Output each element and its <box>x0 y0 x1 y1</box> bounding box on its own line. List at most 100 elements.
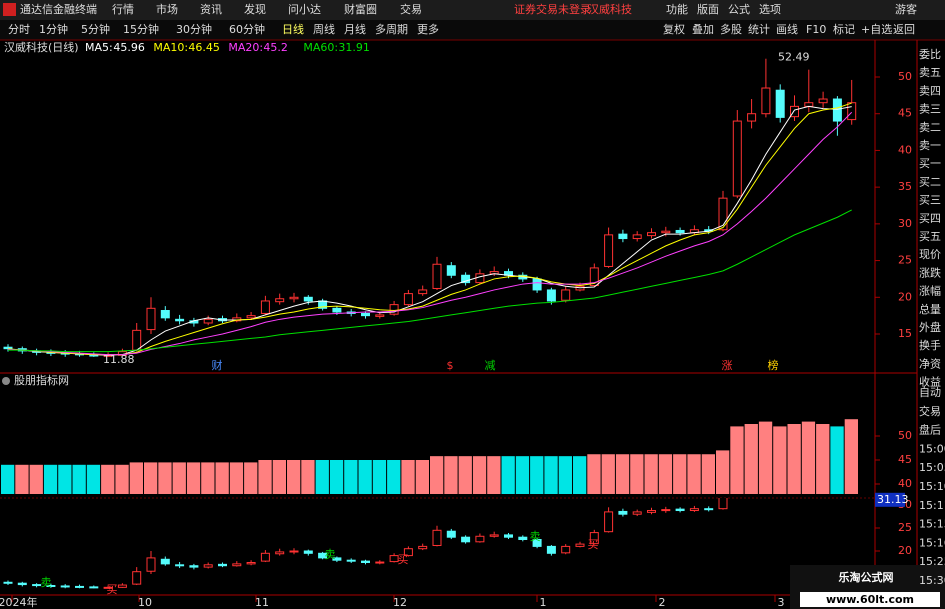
candle-body <box>46 585 56 587</box>
menu-item[interactable]: 问小达 <box>288 3 321 16</box>
menu-item[interactable]: 资讯 <box>200 3 222 16</box>
candle-body <box>17 582 27 586</box>
event-marker: 财 <box>212 358 223 372</box>
current-badge <box>875 492 905 507</box>
period-tab[interactable]: 多周期 <box>375 22 408 36</box>
candle-body <box>532 278 542 291</box>
period-tab[interactable]: 更多 <box>417 22 439 36</box>
candle-body <box>89 586 99 589</box>
indicator-bar <box>115 464 129 494</box>
menu-item[interactable]: 版面 <box>697 2 719 16</box>
period-tab[interactable]: 15分钟 <box>123 22 159 36</box>
indicator-bar <box>129 462 143 494</box>
tool-button[interactable]: 多股 <box>720 22 742 36</box>
legend-value: 45.96 <box>113 41 144 54</box>
y-tick-label: 50 <box>898 70 912 83</box>
legend-value: 31.91 <box>338 41 370 54</box>
watermark-strip <box>800 592 940 607</box>
y-tick-label: 30 <box>898 217 912 230</box>
candle-body <box>175 564 185 567</box>
toolbar <box>0 20 945 40</box>
period-tab[interactable]: 周线 <box>313 22 335 36</box>
legend-value: 46.45 <box>188 41 220 54</box>
candle-body <box>489 534 499 537</box>
quote-label: 收益 <box>919 375 941 389</box>
indicator-bar <box>287 460 301 494</box>
menu-item[interactable]: 功能 <box>666 2 688 16</box>
indicator-icon <box>2 377 10 385</box>
period-tab[interactable]: 日线 <box>282 22 304 36</box>
indicator-bar <box>630 454 644 494</box>
ma-line <box>7 105 852 356</box>
indicator-bar <box>329 460 344 494</box>
menu-item[interactable]: 公式 <box>728 3 750 16</box>
ma-line <box>8 209 852 353</box>
tool-button[interactable]: 画线 <box>776 22 798 36</box>
user[interactable]: 游客 <box>895 2 917 16</box>
indicator-bar <box>387 460 401 494</box>
indicator-bar <box>15 464 29 494</box>
tool-button[interactable]: 标记 <box>833 22 855 36</box>
menu-item[interactable]: 市场 <box>156 2 178 16</box>
menu-item[interactable]: 发现 <box>244 2 266 16</box>
tool-button[interactable]: 复权 <box>663 22 685 36</box>
signal: 买 <box>107 583 118 596</box>
quote-label: 卖二 <box>919 121 941 134</box>
indicator-bar <box>644 454 658 494</box>
period-tab[interactable]: 月线 <box>344 22 366 36</box>
candle-body <box>675 229 685 234</box>
period-tab[interactable]: 5分钟 <box>81 22 110 36</box>
indicator-bar <box>1 464 15 494</box>
period-tab[interactable]: 1分钟 <box>39 22 68 36</box>
app-name: 通达信金融终端 <box>20 2 97 16</box>
y-tick-label: 35 <box>898 180 912 193</box>
x-tick-label: 12 <box>393 596 407 609</box>
title-bar <box>0 0 945 20</box>
candle-body <box>747 113 757 122</box>
candle-body <box>446 265 456 276</box>
legend-label: MA10: <box>153 41 188 54</box>
candle-body <box>647 510 656 513</box>
menu-item[interactable]: 选项 <box>759 3 781 16</box>
tool-button[interactable]: 返回 <box>893 23 915 36</box>
candle-body <box>832 98 842 122</box>
candle-body <box>389 304 399 315</box>
indicator-bar <box>301 460 315 494</box>
indicator-bar <box>558 456 572 494</box>
tool-button[interactable]: 叠加 <box>692 23 714 36</box>
status: 证券交易未登录 <box>514 2 591 16</box>
candle-body <box>332 557 342 561</box>
indicator-bar <box>544 456 558 494</box>
tool-button[interactable]: +自选 <box>861 23 892 36</box>
chart-title: 汉威科技(日线) <box>4 40 79 54</box>
tool-button[interactable]: 统计 <box>748 23 770 36</box>
indicator-bar <box>658 454 673 494</box>
x-tick-label: 2024年 <box>0 595 38 609</box>
menu-item[interactable]: 财富圈 <box>344 2 377 16</box>
candle-body <box>346 559 356 562</box>
candle-body <box>790 105 799 118</box>
ma-line <box>7 102 852 356</box>
tool-button[interactable]: F10 <box>806 23 826 36</box>
candle-body <box>3 346 13 350</box>
trade-label: 交易 <box>919 404 941 418</box>
candle-body <box>3 581 13 584</box>
menu-item[interactable]: 交易 <box>400 2 422 16</box>
candle-body <box>632 234 642 240</box>
candle-body <box>818 98 828 104</box>
indicator-bar <box>801 421 816 494</box>
candle-body <box>675 508 685 512</box>
period-tab[interactable]: 60分钟 <box>229 22 265 36</box>
menu-item[interactable]: 行情 <box>112 3 134 16</box>
y-tick-label: 45 <box>898 453 912 466</box>
y-tick-label: 40 <box>898 143 912 156</box>
candle-body <box>618 510 628 515</box>
event-marker: 榜 <box>768 358 779 372</box>
candle-body <box>618 233 628 240</box>
y-tick-label: 15 <box>898 327 912 340</box>
period-tab[interactable]: 30分钟 <box>176 22 212 36</box>
trade-label: 15:10 <box>919 480 945 493</box>
period-tab[interactable]: 分时 <box>8 23 30 36</box>
candle-body <box>289 296 299 300</box>
trade-label: 15:05 <box>919 461 945 474</box>
